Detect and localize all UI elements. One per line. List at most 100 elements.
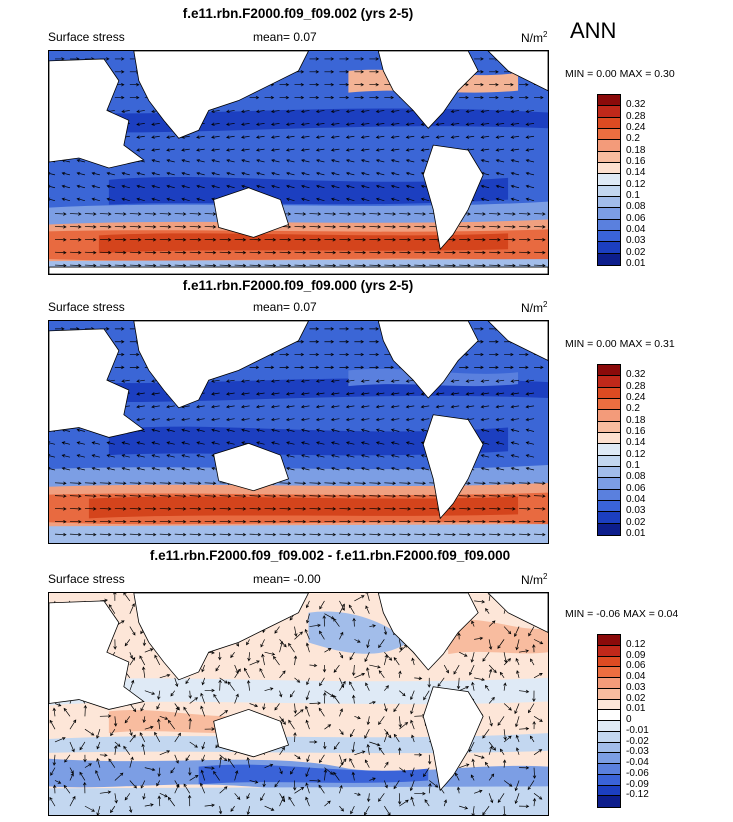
colorbar-tick-label: 0.04	[626, 494, 646, 505]
colorbar-cell	[598, 785, 620, 797]
panel-2-variable: Surface stress	[48, 300, 125, 314]
colorbar-tick-label: -0.06	[626, 767, 649, 779]
colorbar-tick-label: 0	[626, 714, 632, 725]
panel-1-map-svg	[49, 51, 548, 274]
colorbar-cell	[598, 208, 620, 220]
panel-1-title: f.e11.rbn.F2000.f09_f09.002 (yrs 2-5)	[182, 6, 414, 21]
panel-3-colorbar	[597, 634, 621, 808]
colorbar-tick-label: 0.2	[626, 133, 640, 145]
panel-2-title: f.e11.rbn.F2000.f09_f09.000 (yrs 2-5)	[182, 278, 414, 293]
colorbar-tick-label: 0.28	[626, 380, 646, 392]
colorbar-tick-label: 0.18	[626, 144, 646, 156]
colorbar-cell	[598, 710, 620, 721]
colorbar-tick-label: 0.32	[626, 99, 646, 111]
colorbar-cell	[598, 95, 620, 107]
season-label: ANN	[570, 18, 617, 43]
colorbar-tick-label: 0.32	[626, 369, 646, 381]
colorbar-tick-label: 0.2	[626, 403, 640, 415]
colorbar-cell	[598, 242, 620, 254]
panel-1-variable: Surface stress	[48, 30, 125, 44]
colorbar-tick-label: 0.08	[626, 471, 646, 483]
colorbar-cell	[598, 774, 620, 786]
colorbar-cell	[598, 656, 620, 668]
colorbar-cell	[598, 466, 620, 479]
colorbar-cell	[598, 764, 620, 775]
colorbar-cell	[598, 421, 620, 433]
colorbar-cell	[598, 796, 620, 807]
colorbar-cell	[598, 478, 620, 490]
colorbar-cell	[598, 106, 620, 118]
colorbar-tick-label: -0.01	[626, 724, 649, 736]
colorbar-cell	[598, 645, 620, 657]
colorbar-cell	[598, 185, 620, 197]
colorbar-cell	[598, 174, 620, 186]
panel-3-minmax: MIN = -0.06 MAX = 0.04	[565, 608, 679, 620]
colorbar-cell	[598, 432, 620, 445]
colorbar-tick-label: 0.16	[626, 426, 646, 437]
colorbar-cell	[598, 128, 620, 141]
colorbar-tick-label: 0.04	[626, 671, 646, 682]
colorbar-cell	[598, 398, 620, 411]
colorbar-tick-label: 0.16	[626, 156, 646, 167]
colorbar-tick-label: 0.14	[626, 437, 646, 449]
colorbar-cell	[598, 162, 620, 175]
colorbar-tick-label: 0.03	[626, 235, 646, 247]
panel-3-map-svg	[49, 593, 548, 815]
colorbar-tick-label: 0.12	[626, 448, 646, 460]
colorbar-tick-label: 0.06	[626, 660, 646, 672]
colorbar-cell	[598, 523, 620, 535]
colorbar-cell	[598, 365, 620, 377]
panel-1-mean: mean= 0.07	[253, 30, 317, 44]
colorbar-tick-label: 0.02	[626, 692, 646, 704]
colorbar-cell	[598, 731, 620, 743]
colorbar-tick-label: 0.03	[626, 681, 646, 693]
colorbar-cell	[598, 500, 620, 513]
panel-3-mean: mean= -0.00	[253, 572, 321, 586]
colorbar-cell	[598, 635, 620, 646]
colorbar-cell	[598, 512, 620, 524]
colorbar-cell	[598, 699, 620, 711]
panel-3-variable: Surface stress	[48, 572, 125, 586]
colorbar-cell	[598, 253, 620, 265]
colorbar-tick-label: 0.24	[626, 392, 646, 403]
colorbar-cell	[598, 753, 620, 764]
panel-3-units: N/m2	[521, 572, 548, 587]
colorbar-cell	[598, 387, 620, 399]
panel-2-colorbar-labels: 0.32 0.28 0.24 0.2 0.18 0.16 0.14 0.12 0.1 0.08 0.…	[626, 364, 666, 539]
panel-1-minmax: MIN = 0.00 MAX = 0.30	[565, 68, 675, 80]
colorbar-cell	[598, 444, 620, 456]
colorbar-tick-label: 0.28	[626, 110, 646, 122]
panel-1-map	[48, 50, 549, 275]
colorbar-tick-label: 0.06	[626, 212, 646, 224]
panel-2-map-svg	[49, 321, 548, 543]
colorbar-tick-label: 0.09	[626, 649, 646, 661]
colorbar-tick-label: 0.1	[626, 190, 640, 201]
panel-1-colorbar-labels: 0.32 0.28 0.24 0.2 0.18 0.16 0.14 0.12 0.1 0.08 0.…	[626, 94, 666, 269]
colorbar-cell	[598, 219, 620, 231]
colorbar-tick-label: -0.03	[626, 746, 649, 758]
colorbar-tick-label: -0.09	[626, 778, 649, 790]
colorbar-tick-label: 0.1	[626, 460, 640, 471]
colorbar-tick-label: -0.12	[626, 789, 649, 801]
panel-2-units: N/m2	[521, 300, 548, 315]
colorbar-cell	[598, 742, 620, 754]
colorbar-tick-label: 0.06	[626, 482, 646, 494]
panel-2-colorbar	[597, 364, 621, 536]
colorbar-tick-label: 0.04	[626, 224, 646, 235]
colorbar-tick-label: 0.12	[626, 178, 646, 190]
colorbar-tick-label: 0.12	[626, 638, 646, 650]
panel-3-map	[48, 592, 549, 816]
colorbar-cell	[598, 151, 620, 163]
panel-3-colorbar-labels: 0.12 0.09 0.06 0.04 0.03 0.02 0.01 0 -0.01 -0.02-…	[626, 634, 666, 808]
colorbar-tick-label: 0.02	[626, 246, 646, 258]
colorbar-tick-label: 0.01	[626, 703, 646, 715]
colorbar-cell	[598, 410, 620, 422]
panel-2-mean: mean= 0.07	[253, 300, 317, 314]
colorbar-tick-label: 0.02	[626, 516, 646, 528]
colorbar-cell	[598, 688, 620, 700]
panel-1-units: N/m2	[521, 30, 548, 45]
colorbar-tick-label: -0.02	[626, 735, 649, 747]
colorbar-cell	[598, 196, 620, 209]
colorbar-tick-label: 0.18	[626, 414, 646, 426]
panel-2-map	[48, 320, 549, 544]
